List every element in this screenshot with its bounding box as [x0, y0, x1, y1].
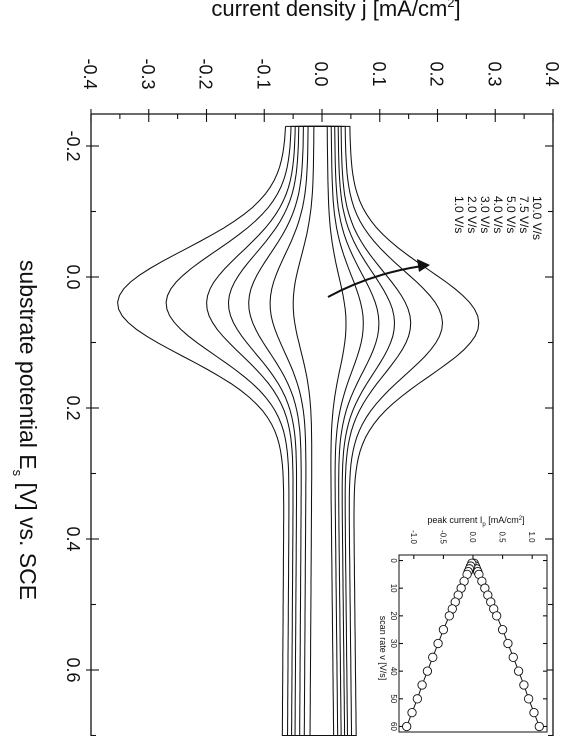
- legend-entry: 2.0 V/s: [465, 196, 479, 233]
- legend: 10.0 V/s7.5 V/s5.0 V/s4.0 V/s3.0 V/s2.0 …: [452, 196, 544, 240]
- left-tick-label: 0.2: [63, 395, 83, 420]
- y-axis-title: current density j [mA/cm2]: [211, 0, 460, 21]
- inset-data-point: [529, 707, 539, 718]
- left-tick-label: -0.2: [63, 130, 83, 161]
- inset-data-point: [519, 680, 529, 690]
- top-tick-label: 0.3: [484, 61, 504, 86]
- inset-left-tick-label: 0: [389, 558, 398, 563]
- inset-data-point: [407, 707, 417, 718]
- y-axis-title-sup: 2: [447, 0, 454, 10]
- top-tick-label: -0.2: [196, 58, 216, 89]
- inset-x-title: scan rate v [V/s]: [378, 616, 388, 681]
- arrow-shaft: [327, 265, 423, 298]
- legend-entry: 7.5 V/s: [517, 196, 531, 233]
- arrow-head-icon: [417, 259, 430, 272]
- y-axis-title-end: ]: [455, 0, 461, 21]
- top-tick-label: -0.3: [138, 58, 158, 89]
- y-axis-title-main: current density j [mA/cm: [211, 0, 447, 21]
- top-tick-label: 0.2: [427, 61, 447, 86]
- inset-left-tick-label: 60: [389, 722, 398, 731]
- inset-top-tick-label: 0.0: [468, 531, 477, 543]
- inset-data-point: [523, 694, 534, 704]
- inset-y-title-main: peak current I: [427, 515, 482, 525]
- inset-left-tick-label: 30: [389, 639, 398, 648]
- x-axis-title-main: substrate potential E: [15, 260, 41, 470]
- inset-data-point: [402, 721, 412, 732]
- cv-curve-series: [292, 125, 347, 736]
- left-tick-label: 0.6: [63, 657, 83, 682]
- inset-data-point: [412, 694, 423, 704]
- inset-data-point: [417, 680, 427, 690]
- inset-frame: [398, 554, 548, 733]
- inset-left-tick-label: 10: [389, 584, 398, 593]
- inset-top-tick-label: -1.0: [409, 530, 418, 544]
- legend-entry: 1.0 V/s: [452, 196, 466, 233]
- top-tick-label: 0.4: [542, 61, 562, 86]
- scan-rate-arrow: [327, 259, 430, 298]
- inset-data-point: [497, 625, 508, 635]
- inset-left-tick-label: 20: [389, 611, 398, 620]
- inset-y-title: peak current Ip [mA/cm2]: [427, 515, 524, 528]
- inset-data-point: [444, 611, 454, 621]
- x-axis-title: substrate potential Es [V] vs. SCE: [10, 260, 41, 600]
- inset-data-point: [508, 652, 518, 662]
- inset-data-point: [422, 666, 433, 676]
- cv-curve-series: [269, 125, 364, 736]
- left-tick-label: 0.0: [63, 264, 83, 289]
- inset-data-point: [503, 638, 513, 649]
- inset-data-point: [513, 666, 524, 676]
- top-tick-label: -0.4: [80, 58, 100, 89]
- inset-left-tick-label: 50: [389, 694, 398, 703]
- legend-entry: 3.0 V/s: [478, 196, 492, 233]
- inset-data-point: [492, 611, 502, 621]
- x-axis-title-sub: s: [10, 470, 25, 477]
- inset-plot-data: [402, 558, 544, 732]
- inset-data-point: [433, 638, 443, 649]
- inset-y-title-sub: p: [482, 522, 486, 528]
- inset-y-title-end: ]: [522, 515, 525, 525]
- inset-data-point: [428, 652, 438, 662]
- inset-top-tick-label: 0.5: [498, 531, 507, 543]
- legend-entry: 4.0 V/s: [491, 196, 505, 233]
- top-tick-label: -0.1: [253, 58, 273, 89]
- x-axis-title-end: [V] vs. SCE: [15, 476, 41, 600]
- inset-y-title-mid: [mA/cm: [486, 515, 519, 525]
- top-tick-label: 0.0: [311, 61, 331, 86]
- legend-entry: 5.0 V/s: [504, 196, 518, 233]
- inset-data-point: [534, 721, 544, 732]
- inset-data-point: [438, 625, 449, 635]
- inset-plot-axes: -1.0 -0.5 0.0 0.5 1.0 0 10 20 30 40 50 60: [389, 530, 548, 733]
- inset-y-title-sup: 2: [519, 516, 523, 522]
- top-tick-label: 0.1: [369, 61, 389, 86]
- inset-left-tick-label: 40: [389, 667, 398, 676]
- legend-entry: 10.0 V/s: [530, 196, 544, 240]
- main-plot-axes: -0.4 -0.3 -0.2 -0.1 0.0 0.1 0.2 0.3 0.4 -0.2 0.0 0.…: [63, 58, 562, 736]
- inset-top-tick-label: 1.0: [527, 531, 536, 543]
- left-tick-label: 0.4: [63, 526, 83, 551]
- inset-top-tick-label: -0.5: [438, 530, 447, 544]
